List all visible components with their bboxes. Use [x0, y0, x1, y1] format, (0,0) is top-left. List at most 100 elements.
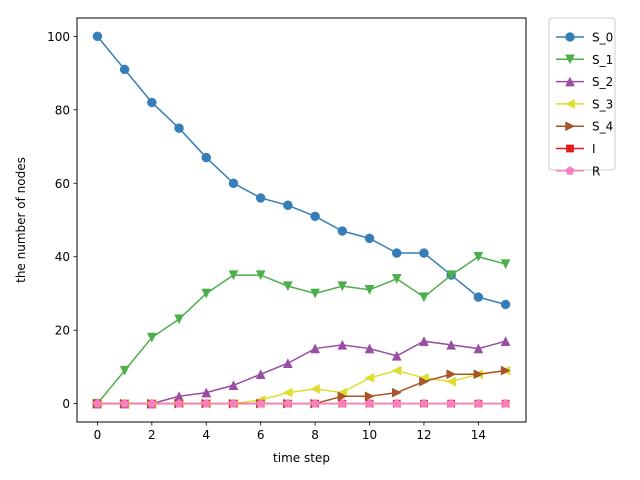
y-tick-label: 80 — [55, 103, 70, 117]
x-tick-label: 0 — [94, 428, 102, 442]
data-point — [364, 398, 375, 408]
legend-marker — [565, 121, 576, 132]
data-point — [119, 365, 130, 376]
legend-marker — [565, 76, 575, 87]
y-tick-label: 100 — [47, 30, 70, 44]
data-point — [255, 270, 266, 281]
data-point — [419, 248, 429, 258]
data-point — [283, 398, 293, 408]
legend-marker — [564, 98, 575, 109]
data-point — [201, 152, 212, 163]
data-point — [391, 387, 402, 398]
data-point — [174, 314, 184, 325]
data-point — [337, 339, 348, 350]
data-point — [446, 270, 457, 281]
data-point — [473, 251, 484, 262]
legend-marker — [566, 144, 574, 153]
data-point — [337, 281, 348, 292]
data-point — [228, 270, 239, 281]
legend-entry: I — [556, 142, 596, 156]
legend-entry: S_3 — [556, 97, 613, 111]
data-point — [228, 380, 239, 391]
data-point — [364, 285, 375, 295]
plot-content — [92, 31, 511, 409]
data-point — [500, 336, 511, 346]
legend-entry: R — [556, 164, 600, 178]
legend-label: S_2 — [592, 75, 613, 89]
series-s-1 — [92, 251, 511, 409]
data-point — [92, 31, 103, 42]
data-point — [391, 365, 402, 376]
data-point — [201, 288, 212, 299]
x-tick-label: 6 — [257, 428, 265, 442]
data-point — [446, 339, 457, 350]
x-axis-label: time step — [273, 451, 330, 465]
data-point — [310, 288, 321, 299]
data-point — [174, 123, 184, 133]
data-point — [282, 281, 293, 292]
x-axis: 0 2 4 6 8 10 12 14 — [94, 422, 486, 442]
legend-entry: S_0 — [556, 31, 613, 45]
legend-label: S_0 — [592, 31, 613, 45]
legend-label: R — [592, 164, 600, 178]
legend-marker — [565, 165, 575, 175]
series-r — [92, 398, 511, 408]
legend-entry: S_2 — [556, 75, 613, 89]
data-point — [310, 343, 321, 354]
plot-frame — [76, 17, 527, 423]
y-axis: 0 20 40 60 80 100 — [47, 30, 77, 411]
data-point — [174, 398, 184, 408]
data-point — [119, 64, 130, 75]
series-line — [97, 369, 506, 405]
data-point — [283, 200, 293, 211]
y-axis-label: the number of nodes — [14, 157, 28, 283]
legend-marker — [565, 54, 575, 65]
legend-label: I — [592, 142, 596, 156]
data-point — [201, 398, 211, 408]
data-point — [391, 350, 402, 361]
data-point — [120, 398, 130, 408]
series-line — [96, 255, 506, 405]
data-point — [364, 233, 375, 244]
data-point — [419, 336, 429, 346]
data-point — [446, 369, 457, 380]
data-point — [446, 398, 456, 408]
legend-frame — [548, 17, 616, 171]
data-point — [500, 299, 511, 310]
data-point — [147, 97, 157, 108]
x-tick-label: 10 — [362, 428, 377, 442]
data-point — [255, 193, 266, 203]
data-point — [147, 398, 157, 408]
data-point — [310, 384, 320, 394]
data-point — [473, 292, 484, 302]
data-point — [228, 398, 239, 408]
data-point — [337, 226, 348, 236]
data-point — [501, 398, 511, 408]
y-tick-label: 60 — [55, 177, 70, 191]
y-tick-label: 0 — [62, 397, 70, 411]
data-point — [364, 343, 375, 354]
x-tick-label: 14 — [471, 428, 486, 442]
legend: S_0 S_1 S_2 S_3 S_4 IR — [548, 17, 616, 178]
legend-entry: S_1 — [556, 53, 613, 67]
data-point — [500, 259, 511, 270]
x-tick-label: 4 — [202, 428, 210, 442]
data-point — [255, 369, 266, 379]
data-point — [282, 387, 293, 398]
x-tick-label: 12 — [416, 428, 431, 442]
legend-label: S_4 — [592, 120, 613, 134]
data-point — [500, 365, 511, 376]
data-point — [228, 178, 239, 189]
legend-label: S_3 — [592, 97, 613, 111]
data-point — [146, 332, 157, 343]
data-point — [364, 391, 375, 402]
y-tick-label: 40 — [55, 250, 70, 264]
data-point — [310, 398, 320, 408]
data-point — [473, 343, 484, 354]
x-tick-label: 8 — [311, 428, 319, 442]
data-point — [364, 373, 375, 383]
data-point — [473, 398, 483, 408]
data-point — [392, 398, 402, 408]
data-point — [337, 398, 347, 408]
